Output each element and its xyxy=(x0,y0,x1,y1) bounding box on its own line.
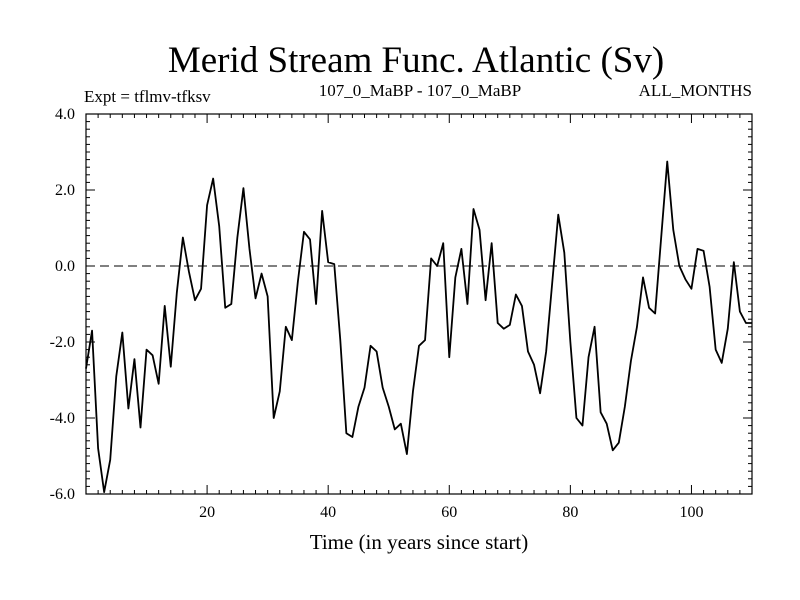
x-axis-label: Time (in years since start) xyxy=(310,530,529,554)
x-tick-label: 60 xyxy=(441,504,457,521)
y-tick-label: -2.0 xyxy=(50,334,75,351)
y-tick-label: -6.0 xyxy=(50,486,75,503)
y-tick-label: 0.0 xyxy=(55,258,75,275)
x-tick-label: 100 xyxy=(679,504,703,521)
y-tick-label: 4.0 xyxy=(55,106,75,123)
series-group xyxy=(85,160,752,494)
tick-labels-group: 20 40 60 80 100 4.0 2.0 0.0 -2.0 -4.0 -6.0 xyxy=(50,106,704,521)
x-tick-label: 40 xyxy=(320,504,336,521)
subtitle-periods: 107_0_MaBP - 107_0_MaBP xyxy=(319,81,521,100)
plot-frame xyxy=(85,113,753,495)
chart-title: Merid Stream Func. Atlantic (Sv) xyxy=(168,40,664,81)
subtitle-experiment: Expt = tflmv-tfksv xyxy=(84,87,211,106)
x-tick-label: 80 xyxy=(562,504,578,521)
axis-ticks-group xyxy=(86,114,752,494)
y-tick-label: 2.0 xyxy=(55,182,75,199)
y-tick-label: -4.0 xyxy=(50,410,75,427)
x-tick-label: 20 xyxy=(199,504,215,521)
series-line xyxy=(85,160,752,494)
subtitle-months: ALL_MONTHS xyxy=(639,81,752,100)
